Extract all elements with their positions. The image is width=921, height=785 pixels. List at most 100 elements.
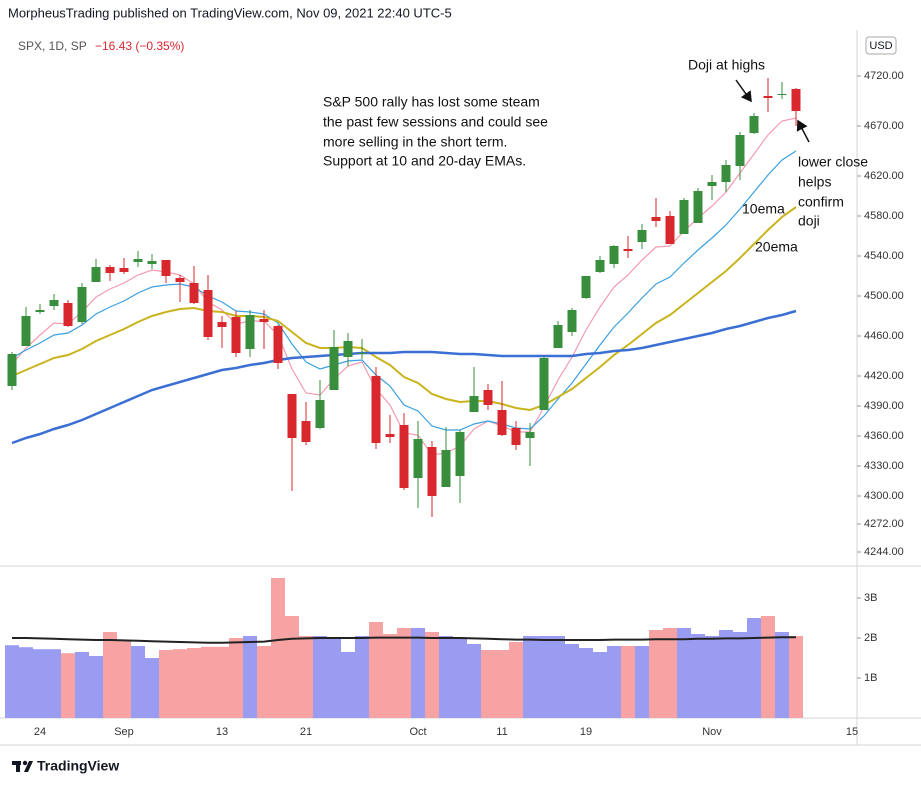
candle-body [245,315,255,349]
volume-bar [257,646,271,718]
y-tick-label: 4500.00 [864,290,904,302]
volume-bar [537,636,551,718]
volume-bar [649,630,663,718]
candle-body [749,116,759,133]
arrow [735,79,752,103]
candle-body [525,432,535,438]
candle-body [161,260,171,276]
candle-body [49,300,59,306]
volume-bar [117,640,131,718]
volume-bar [201,646,215,718]
y-tick-label: 4540.00 [864,250,904,262]
x-tick-label: 21 [300,726,312,738]
candle-body [371,376,381,443]
annotation: helps [798,174,831,190]
volume-bar [369,622,383,718]
volume-bar [187,648,201,718]
candle-body [133,259,143,262]
y-tick-label: 4360.00 [864,430,904,442]
volume-bar [173,649,187,718]
x-tick-label: Sep [114,726,134,738]
candle-body [567,310,577,332]
y-tick-label: 4460.00 [864,330,904,342]
annotation: lower close [798,154,868,170]
volume-bar [775,632,789,718]
volume-bar [607,646,621,718]
currency-badge [865,36,897,55]
candle-body [511,428,521,445]
ema-line [11,206,797,412]
candle-body [399,425,409,488]
candle-body [777,94,787,95]
annotation: more selling in the short term. [323,134,507,150]
volume-bar [509,642,523,718]
y-tick-label: 1B [864,672,877,684]
candle-body [147,261,157,264]
y-tick-label: 4300.00 [864,490,904,502]
y-tick-label: 4244.00 [864,546,904,558]
x-tick-label: 13 [216,726,228,738]
volume-bar [355,636,369,718]
ema-line [11,309,797,445]
volume-bar [523,636,537,718]
volume-bar [663,628,677,718]
series-label: 10ema [742,201,785,217]
y-tick-label: 4580.00 [864,210,904,222]
volume-bar [397,628,411,718]
candle-body [357,353,367,354]
volume-bar [439,636,453,718]
publisher: MorpheusTrading published on TradingView… [8,5,452,20]
y-tick-label: 4720.00 [864,70,904,82]
volume-bar [271,578,285,718]
currency: USD [869,40,892,52]
candle-body [693,191,703,223]
volume-bar [341,652,355,718]
volume-bar [243,636,257,718]
volume-bar [159,650,173,718]
y-tick-label: 4420.00 [864,370,904,382]
volume-bar [215,646,229,718]
volume-bar [593,652,607,718]
y-tick-label: 4272.00 [864,518,904,530]
y-tick-label: 2B [864,632,877,644]
candle-body [469,396,479,412]
candle-body [63,303,73,326]
annotation: Support at 10 and 20-day EMAs. [323,153,526,169]
candle-body [497,410,507,435]
volume-bar [761,616,775,718]
candle-body [217,322,227,327]
candle-body [427,447,437,496]
volume-bar [705,636,719,718]
candle-body [91,267,101,282]
candle-body [637,230,647,242]
candle-body [329,347,339,390]
volume-bar [747,618,761,718]
volume-bar [33,649,47,718]
volume-bar [61,653,75,718]
candle-body [315,400,325,428]
candle-body [287,394,297,438]
volume-bar [313,636,327,718]
candle-body [343,341,353,357]
candle-body [259,319,269,322]
candle-body [35,310,45,312]
annotation: doji [798,213,820,229]
volume-bar [145,658,159,718]
candle-body [595,260,605,272]
volume-bar [495,650,509,718]
candle-body [441,450,451,487]
x-tick-label: 15 [846,726,858,738]
candle-body [77,287,87,322]
volume-bar [383,634,397,718]
volume-bar [47,649,61,718]
arrow [796,119,810,143]
volume-bar [327,638,341,718]
volume-bar [19,647,33,718]
volume-bar [453,638,467,718]
volume-bar [75,652,89,718]
x-tick-label: 11 [496,726,507,738]
volume-bar [789,636,803,718]
candle-body [623,249,633,251]
candle-body [7,354,17,386]
